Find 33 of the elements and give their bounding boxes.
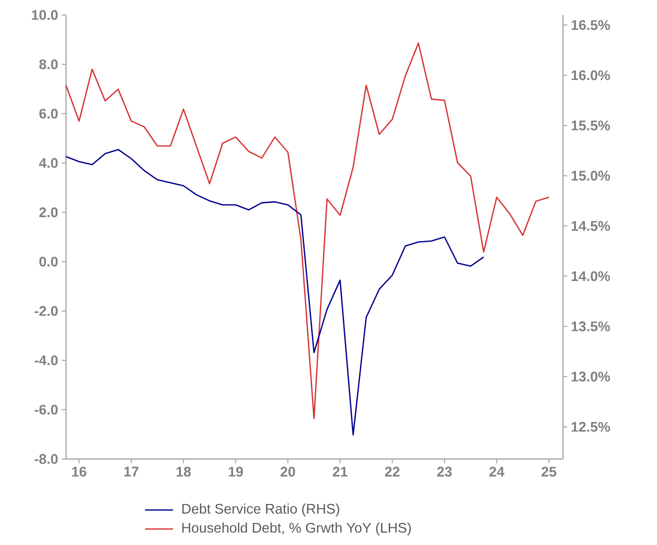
- y2-tick-label: 16.0%: [572, 70, 610, 80]
- x-tick-label: 16: [72, 466, 86, 477]
- line-series: [65, 148, 484, 436]
- y-tick-label: 2.0: [39, 207, 58, 218]
- x-tick-label: 22: [385, 466, 400, 476]
- y2-tick-label: 14.5%: [572, 221, 610, 231]
- y-tick-label: 10.0: [32, 10, 58, 20]
- y-tick-label: 4.0: [39, 158, 58, 168]
- y-tick-label: -6.0: [34, 404, 58, 415]
- y2-tick-label: 14.0%: [572, 271, 610, 282]
- x-tick-label: 21: [332, 466, 348, 476]
- legend-label: Household Debt, % Grwth YoY (LHS): [182, 522, 411, 536]
- x-tick-label: 25: [542, 466, 556, 477]
- x-tick-label: 19: [228, 466, 243, 477]
- y2-tick-label: 15.5%: [572, 120, 610, 130]
- y-tick-label: -8.0: [34, 454, 58, 464]
- legend-label: Debt Service Ratio (RHS): [182, 503, 340, 516]
- y2-tick-label: 13.5%: [572, 321, 610, 332]
- x-tick-label: 18: [176, 466, 191, 477]
- y-tick-label: 0.0: [39, 256, 58, 267]
- y2-tick-label: 16.5%: [572, 20, 610, 30]
- x-tick-label: 20: [280, 466, 296, 477]
- y2-tick-label: 12.5%: [572, 422, 610, 432]
- y-tick-label: -2.0: [34, 306, 58, 316]
- line-series: [65, 42, 550, 420]
- y2-tick-label: 13.0%: [572, 372, 610, 382]
- y-tick-label: -4.0: [34, 355, 58, 366]
- y-tick-label: 8.0: [39, 59, 58, 70]
- x-tick-label: 17: [124, 466, 138, 476]
- x-tick-label: 23: [437, 466, 452, 477]
- x-tick-label: 24: [489, 466, 504, 476]
- y-tick-label: 6.0: [39, 108, 58, 119]
- y2-tick-label: 15.0%: [572, 170, 610, 181]
